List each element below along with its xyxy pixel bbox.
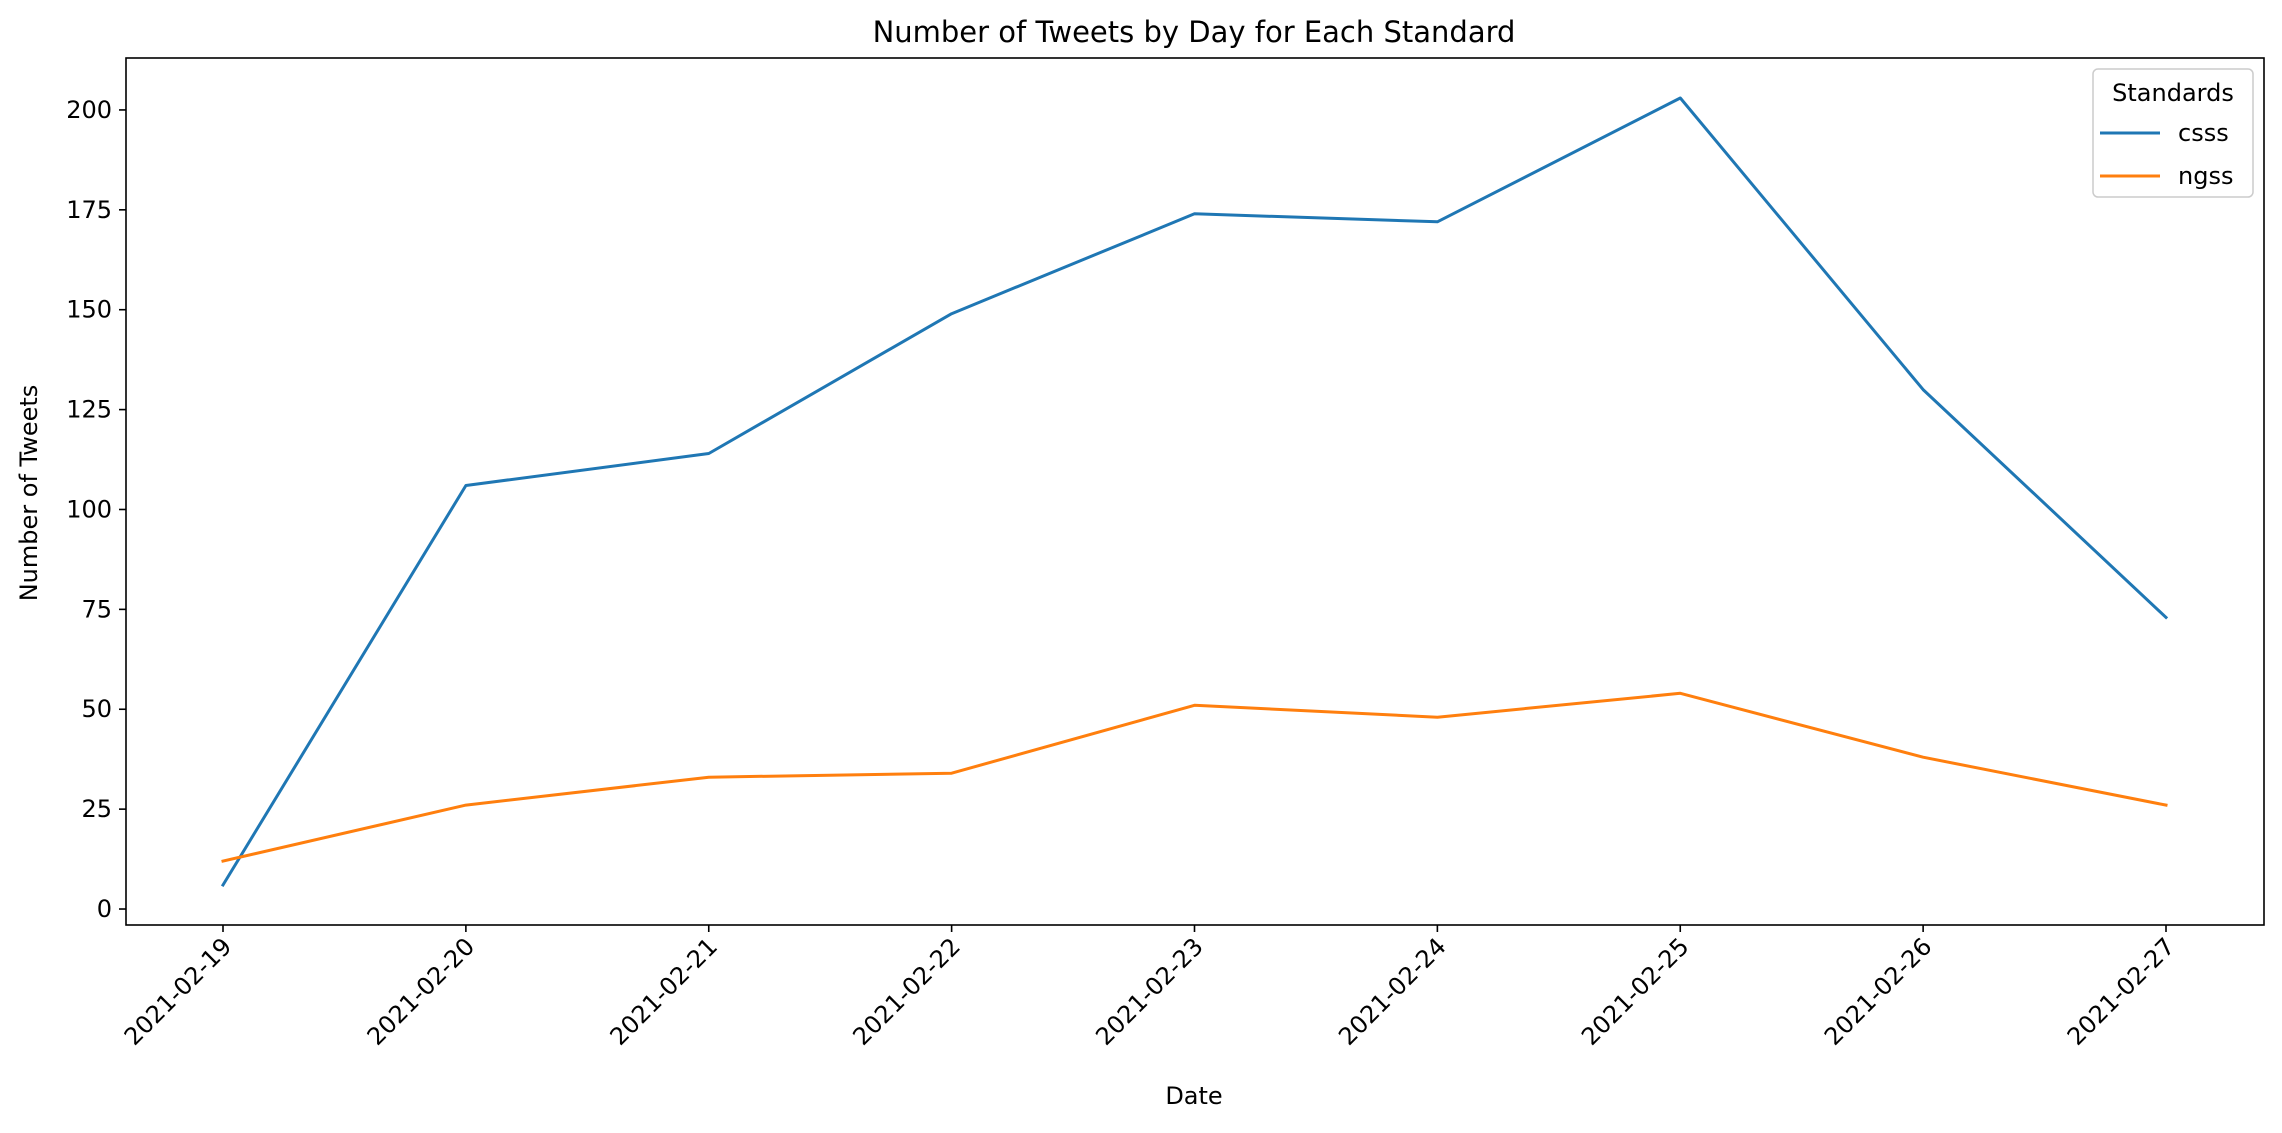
legend-label-ngss: ngss bbox=[2178, 162, 2233, 190]
y-tick-label: 200 bbox=[66, 96, 112, 124]
y-tick-label: 175 bbox=[66, 196, 112, 224]
y-tick-label: 0 bbox=[97, 895, 112, 923]
chart-title: Number of Tweets by Day for Each Standar… bbox=[873, 15, 1516, 49]
x-axis-label: Date bbox=[1165, 1082, 1222, 1110]
legend-box bbox=[2092, 68, 2254, 198]
x-tick-label: 2021-02-25 bbox=[1576, 932, 1694, 1050]
x-tick-label: 2021-02-21 bbox=[605, 932, 723, 1050]
y-tick-label: 125 bbox=[66, 396, 112, 424]
y-tick-label: 75 bbox=[81, 595, 112, 623]
y-tick-label: 25 bbox=[81, 795, 112, 823]
x-tick-label: 2021-02-24 bbox=[1333, 932, 1451, 1050]
legend-title: Standards bbox=[2112, 79, 2234, 107]
legend: Standards csss ngss bbox=[2092, 68, 2254, 198]
x-tick-label: 2021-02-27 bbox=[2062, 932, 2180, 1050]
y-tick-label: 150 bbox=[66, 296, 112, 324]
series-line-ngss bbox=[221, 691, 2168, 863]
x-tick-label: 2021-02-20 bbox=[362, 932, 480, 1050]
x-tick-label: 2021-02-26 bbox=[1819, 932, 1937, 1050]
plot-frame bbox=[125, 57, 2265, 926]
legend-label-csss: csss bbox=[2178, 119, 2229, 147]
x-tick-label: 2021-02-22 bbox=[847, 932, 965, 1050]
y-axis-label: Number of Tweets bbox=[15, 385, 43, 602]
y-tick-label: 50 bbox=[81, 695, 112, 723]
plot-area: 0 25 50 75 100 125 150 175 200 2021-02-19 2021-02-… bbox=[66, 57, 2265, 1051]
series-line-csss bbox=[220, 96, 2169, 888]
x-tick-label: 2021-02-23 bbox=[1090, 932, 1208, 1050]
y-tick-label: 100 bbox=[66, 495, 112, 523]
x-tick-label: 2021-02-19 bbox=[119, 932, 237, 1050]
